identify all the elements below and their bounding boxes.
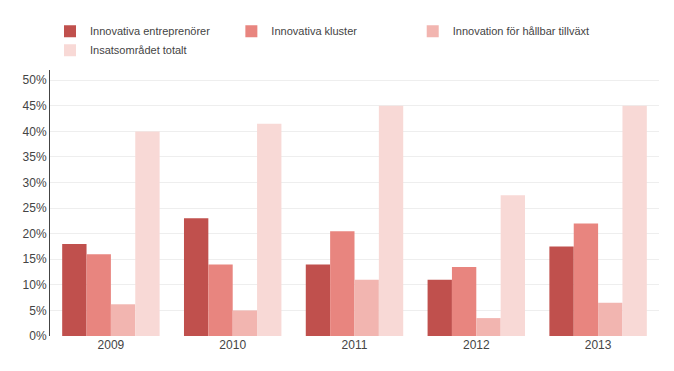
svg-text:30%: 30% bbox=[23, 176, 47, 190]
svg-text:40%: 40% bbox=[23, 125, 47, 139]
svg-text:10%: 10% bbox=[23, 278, 47, 292]
svg-text:2013: 2013 bbox=[585, 338, 612, 352]
svg-text:0%: 0% bbox=[29, 329, 47, 343]
svg-text:Innovativa kluster: Innovativa kluster bbox=[271, 25, 357, 37]
svg-text:2011: 2011 bbox=[342, 338, 368, 352]
svg-text:5%: 5% bbox=[29, 304, 47, 318]
svg-text:2009: 2009 bbox=[98, 338, 125, 352]
svg-text:2010: 2010 bbox=[219, 338, 246, 352]
svg-text:20%: 20% bbox=[23, 227, 47, 241]
svg-text:Innovation för hållbar tillväx: Innovation för hållbar tillväxt bbox=[453, 25, 589, 37]
svg-text:2012: 2012 bbox=[463, 338, 490, 352]
svg-text:25%: 25% bbox=[23, 201, 47, 215]
svg-text:35%: 35% bbox=[23, 150, 47, 164]
svg-text:Innovativa entreprenörer: Innovativa entreprenörer bbox=[90, 25, 210, 37]
svg-text:45%: 45% bbox=[23, 99, 47, 113]
svg-text:15%: 15% bbox=[23, 252, 47, 266]
svg-text:Insatsområdet totalt: Insatsområdet totalt bbox=[90, 44, 187, 56]
svg-text:50%: 50% bbox=[23, 73, 47, 87]
